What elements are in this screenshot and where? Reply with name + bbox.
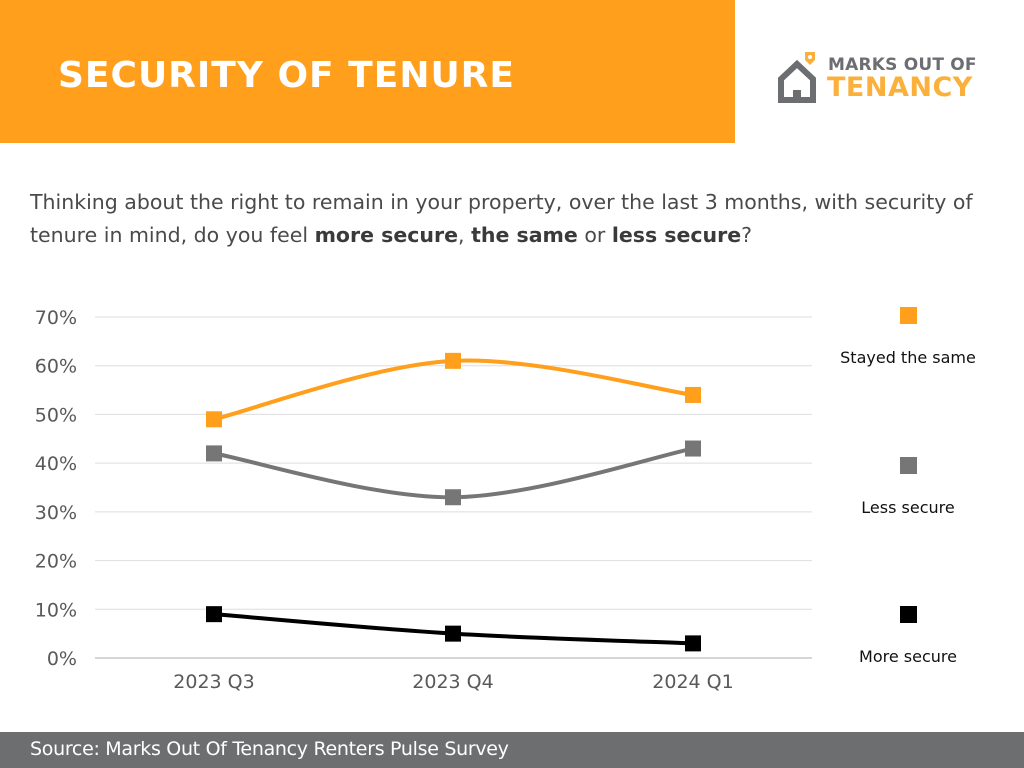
y-tick-label: 30% (35, 502, 77, 524)
y-tick-label: 70% (35, 307, 77, 329)
footer-bar: Source: Marks Out Of Tenancy Renters Pul… (0, 732, 1024, 768)
legend-label: Stayed the same (840, 348, 976, 367)
data-point-stayed-the-same (685, 386, 701, 403)
data-point-more-secure (685, 635, 701, 652)
data-point-stayed-the-same (206, 411, 222, 428)
legend-item-stayed-the-same: Stayed the same (808, 307, 1008, 367)
legend-swatch (899, 307, 917, 324)
line-chart: 0% 10% 20% 30% 40% 50% 60% 70% 2023 Q3 2023 Q4 202… (35, 307, 812, 693)
series-line-stayed-the-same (212, 358, 695, 422)
source-note: Source: Marks Out Of Tenancy Renters Pul… (30, 738, 509, 760)
data-point-more-secure (206, 606, 222, 623)
data-point-less-secure (685, 440, 701, 457)
y-tick-label: 50% (35, 404, 77, 426)
question-text: Thinking about the right to remain in yo… (30, 190, 973, 247)
data-point-less-secure (445, 489, 461, 506)
y-tick-label: 10% (35, 599, 77, 621)
y-tick-label: 20% (35, 551, 77, 573)
survey-question: Thinking about the right to remain in yo… (30, 186, 1000, 252)
legend-label: Less secure (861, 498, 955, 517)
house-icon (778, 52, 816, 103)
data-point-less-secure (206, 445, 222, 462)
legend-item-more-secure: More secure (808, 606, 1008, 666)
header-band: SECURITY OF TENURE (0, 0, 735, 143)
question-emphasis-the-same: the same (471, 223, 578, 247)
logo-text-top: MARKS OUT OF (828, 55, 977, 75)
data-point-stayed-the-same (445, 352, 461, 369)
x-tick-label: 2024 Q1 (652, 671, 733, 693)
legend-item-less-secure: Less secure (808, 457, 1008, 517)
legend-swatch (899, 606, 917, 623)
y-tick-label: 0% (47, 648, 77, 670)
brand-logo: MARKS OUT OF TENANCY (778, 52, 998, 104)
question-text: or (577, 223, 612, 247)
question-emphasis-more-secure: more secure (314, 223, 459, 247)
question-text: , (458, 223, 472, 247)
page-title: SECURITY OF TENURE (58, 55, 515, 96)
question-text: ? (741, 223, 753, 247)
logo-text-bottom: TENANCY (827, 72, 973, 103)
y-tick-label: 40% (35, 453, 77, 475)
question-emphasis-less-secure: less secure (611, 223, 742, 247)
legend-swatch (899, 457, 917, 474)
data-point-more-secure (445, 625, 461, 642)
x-tick-label: 2023 Q3 (173, 671, 254, 693)
x-tick-label: 2023 Q4 (412, 671, 493, 693)
y-tick-label: 60% (35, 356, 77, 378)
legend-label: More secure (859, 647, 957, 666)
